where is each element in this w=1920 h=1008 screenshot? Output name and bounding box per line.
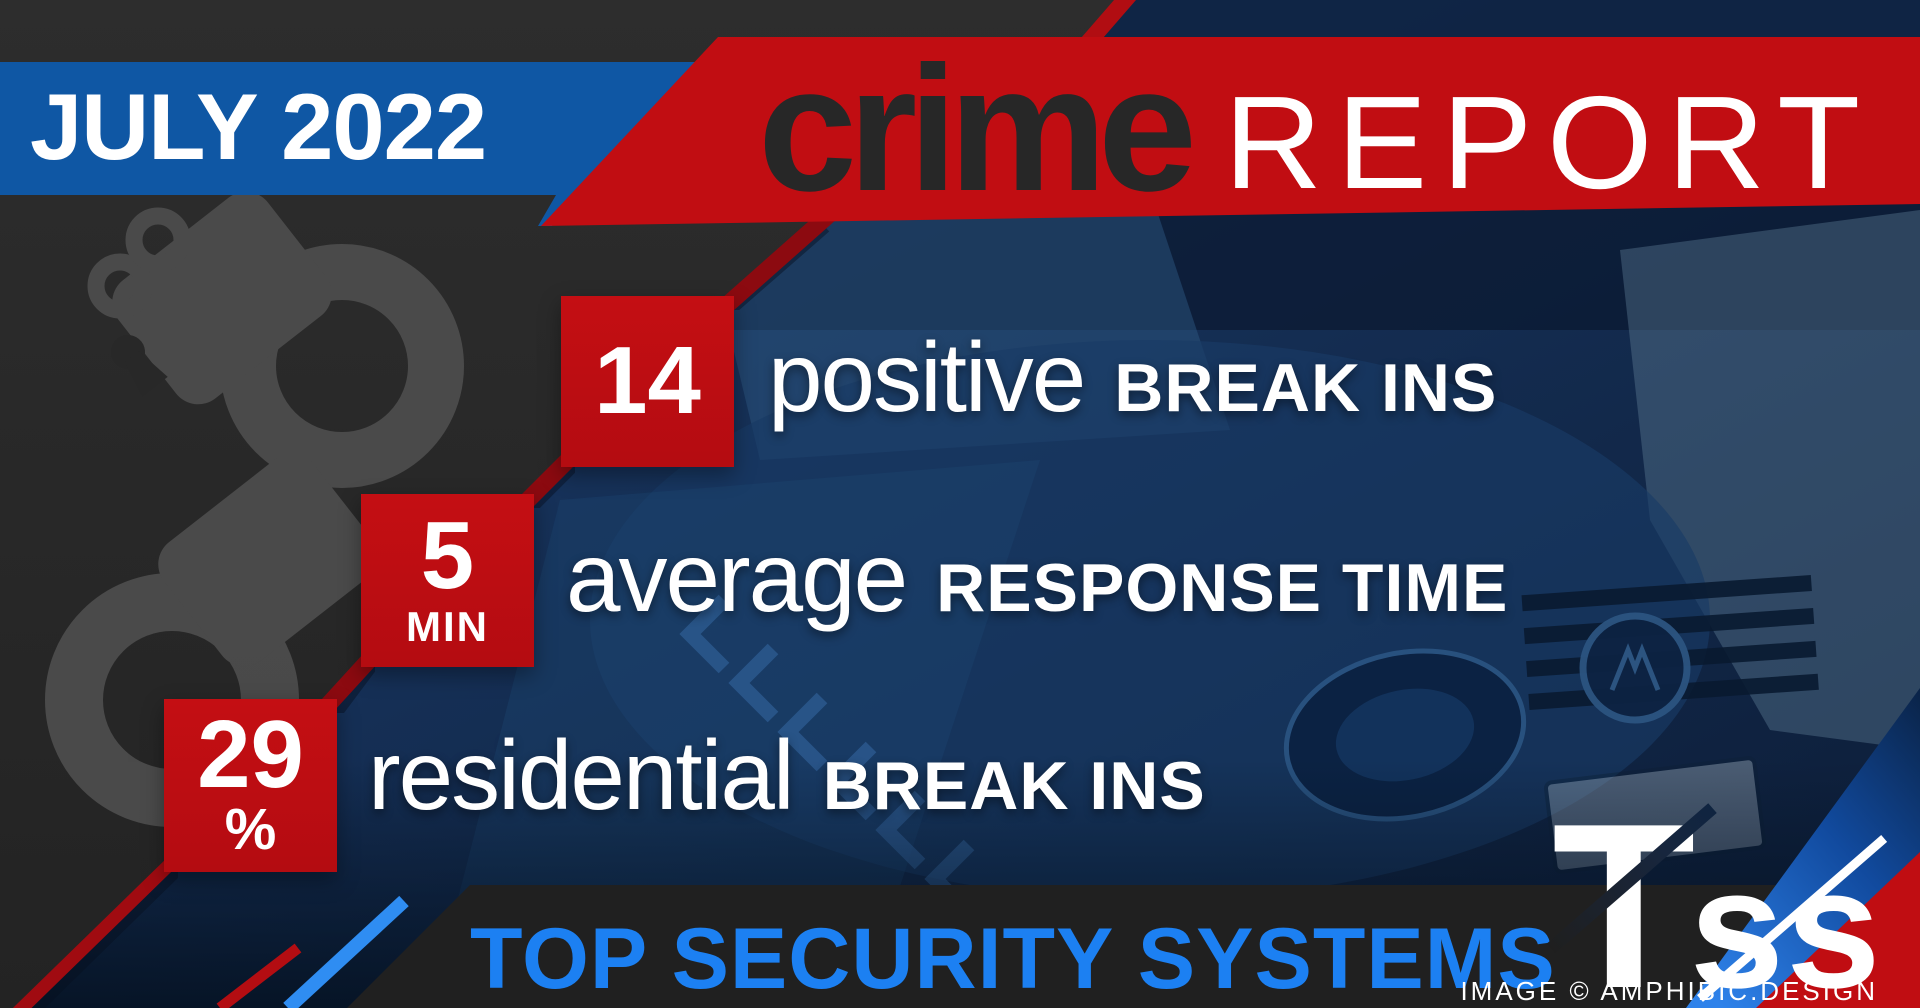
stat-value: 29: [197, 701, 304, 809]
top-right-red-trim: [1081, 0, 1136, 38]
stat-unit: MIN: [406, 602, 489, 650]
date-label: JULY 2022: [30, 74, 487, 179]
stat-row-residential-break-ins: residential BREAK INS: [368, 726, 1206, 824]
vw-emblem: [1579, 612, 1691, 724]
photo-top-strip: [1000, 0, 1920, 40]
stat-badge-residential-break-ins: 29 %: [164, 699, 337, 872]
headline-banner: [541, 37, 1920, 226]
stat-label-light: residential: [368, 720, 795, 830]
tss-logo-t: T: [1552, 788, 1696, 1008]
stat-unit: %: [224, 796, 277, 862]
image-credit: IMAGE © AMPHIBIC.DESIGN: [1460, 976, 1878, 1006]
stat-label-bold: BREAK INS: [822, 748, 1206, 824]
stat-label-bold: RESPONSE TIME: [936, 550, 1509, 626]
title-report: REPORT: [1224, 69, 1875, 216]
stat-value: 5: [420, 502, 475, 610]
white-car-body: [1620, 210, 1920, 750]
thin-red-stripe: [216, 943, 302, 1008]
company-name: TOP SECURITY SYSTEMS: [470, 911, 1556, 1007]
stat-row-response-time: average RESPONSE TIME: [566, 528, 1508, 626]
date-band: [0, 62, 706, 226]
thin-blue-stripe: [283, 895, 409, 1008]
corner-red-stripe: [1756, 852, 1920, 1008]
stat-label-bold: BREAK INS: [1114, 350, 1498, 426]
stat-label-light: positive: [768, 322, 1086, 432]
title-crime: crime: [758, 29, 1197, 228]
stat-badge-response-time: 5 MIN: [361, 494, 534, 667]
stat-badge-positive-break-ins: 14: [561, 296, 734, 467]
stat-value: 14: [594, 327, 701, 435]
stat-row-positive-break-ins: positive BREAK INS: [768, 328, 1497, 426]
stat-label-light: average: [566, 522, 908, 632]
footer-band: [347, 885, 1920, 1008]
